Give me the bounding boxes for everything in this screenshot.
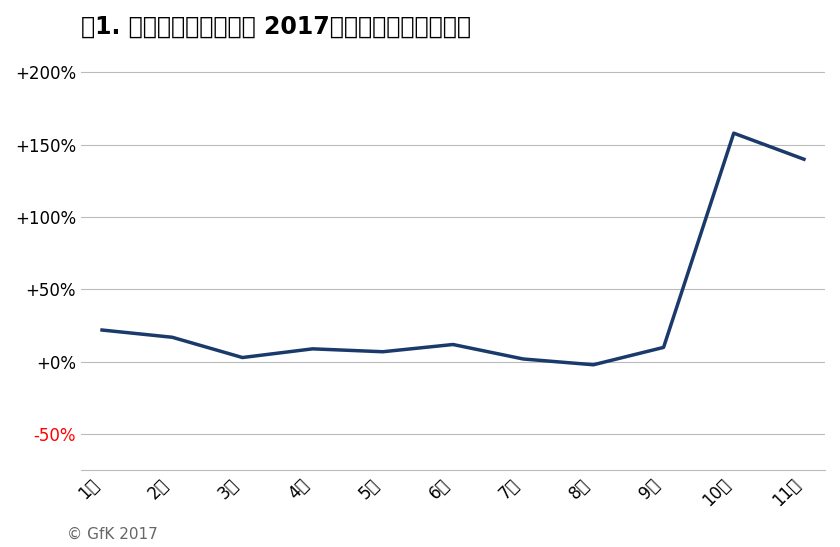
- Text: 図1. ドライブレコーダー 2017年販売台数前年同月比: 図1. ドライブレコーダー 2017年販売台数前年同月比: [81, 15, 471, 39]
- Text: © GfK 2017: © GfK 2017: [67, 527, 158, 542]
